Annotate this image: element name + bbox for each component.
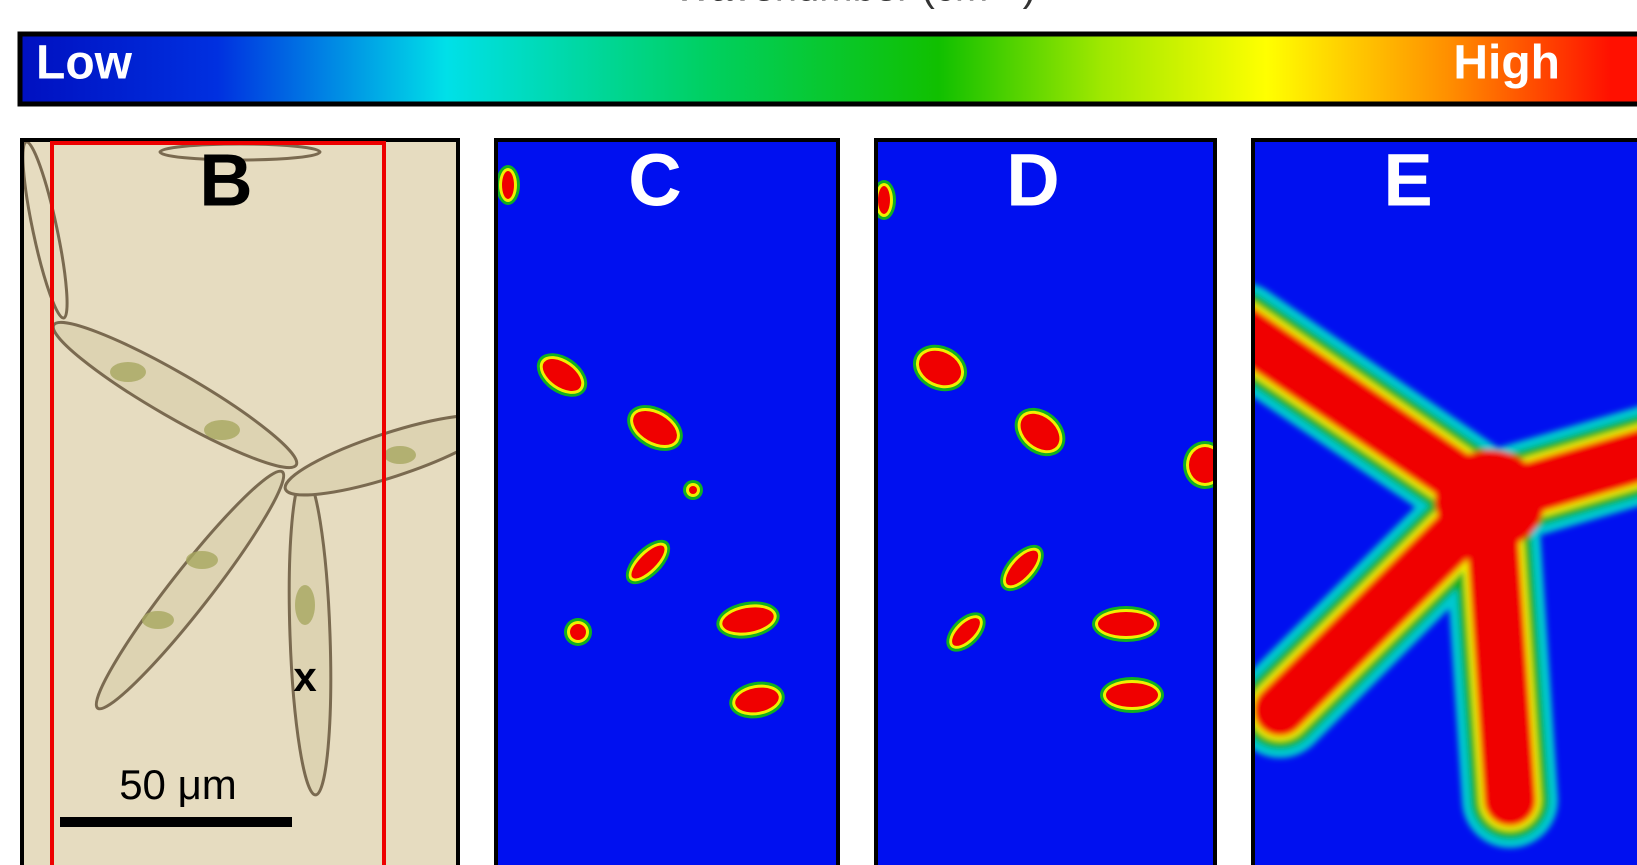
- hotspot: [1098, 612, 1154, 636]
- panel-d: [876, 140, 1215, 865]
- scale-bar-label: 50 μm: [119, 761, 237, 808]
- hotspot: [689, 486, 697, 494]
- marker: x: [293, 653, 317, 700]
- hotspot: [570, 624, 586, 640]
- panel-c: [496, 140, 838, 865]
- colorbar-low: Low: [36, 37, 133, 90]
- hotspot: [878, 186, 890, 214]
- panel-label: C: [628, 139, 681, 222]
- hotspot: [1106, 683, 1158, 707]
- panel-label: B: [199, 139, 252, 222]
- colorbar-high: High: [1453, 37, 1560, 90]
- colorbar: [20, 34, 1637, 104]
- colorbar-title: Wavenumber (cm⁻¹): [674, 0, 1036, 10]
- page: {"colorbar": {"title": "Wavenumber (cm⁻¹…: [0, 0, 1637, 865]
- panel-label: E: [1383, 139, 1432, 222]
- hotspot: [502, 171, 514, 199]
- figure: Wavenumber (cm⁻¹) Low High x 50 μm: [0, 0, 1637, 865]
- panel-label: D: [1006, 139, 1059, 222]
